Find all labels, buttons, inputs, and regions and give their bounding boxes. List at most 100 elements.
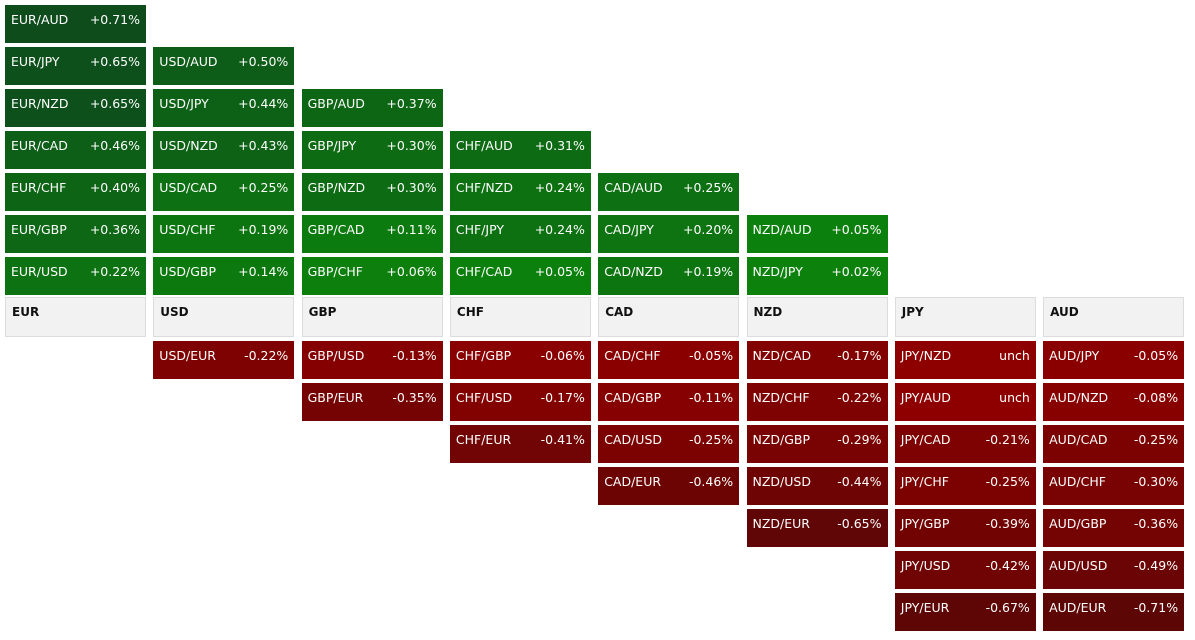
pair-label: EUR/CHF	[11, 180, 67, 195]
pair-label: USD/JPY	[159, 96, 209, 111]
pair-label: CAD/GBP	[604, 390, 662, 405]
currency-label: EUR	[12, 305, 40, 319]
change-label: +0.44%	[238, 96, 289, 111]
pair-label: JPY/USD	[900, 558, 951, 573]
pair-label: NZD/CHF	[752, 390, 810, 405]
gain-cell: GBP/CAD +0.11%	[301, 215, 443, 253]
loss-cell: AUD/GBP -0.36%	[1043, 509, 1185, 547]
gain-cell: USD/CAD +0.25%	[153, 173, 295, 211]
pair-label: CAD/NZD	[604, 264, 663, 279]
loss-cell: AUD/USD -0.49%	[1043, 551, 1185, 589]
change-label: -0.25%	[688, 432, 734, 447]
pair-label: AUD/GBP	[1049, 516, 1107, 531]
change-label: -0.05%	[688, 348, 734, 363]
currency-label: USD	[160, 305, 189, 319]
pair-label: AUD/CAD	[1049, 432, 1108, 447]
loss-cell: AUD/CAD -0.25%	[1043, 425, 1185, 463]
change-label: -0.13%	[392, 348, 437, 363]
pair-label: CAD/USD	[604, 432, 663, 447]
change-label: +0.22%	[89, 264, 140, 279]
pair-label: EUR/CAD	[11, 138, 68, 153]
change-label: -0.35%	[392, 390, 437, 405]
loss-cell: CAD/CHF -0.05%	[598, 341, 740, 379]
pair-label: JPY/EUR	[900, 600, 950, 615]
loss-cell: JPY/NZD unch	[894, 341, 1036, 379]
change-label: +0.20%	[683, 222, 734, 237]
change-label: +0.05%	[534, 264, 585, 279]
pair-label: CHF/NZD	[455, 180, 513, 195]
loss-cell: JPY/CHF -0.25%	[894, 467, 1036, 505]
pair-label: NZD/AUD	[752, 222, 812, 237]
change-label: -0.44%	[837, 474, 882, 489]
pair-label: CAD/EUR	[604, 474, 662, 489]
gain-cell: CHF/CAD +0.05%	[449, 257, 591, 295]
change-label: +0.40%	[89, 180, 140, 195]
pair-label: GBP/USD	[307, 348, 365, 363]
pair-label: GBP/JPY	[307, 138, 357, 153]
change-label: -0.39%	[985, 516, 1030, 531]
pair-label: NZD/JPY	[752, 264, 803, 279]
pair-label: AUD/EUR	[1049, 600, 1107, 615]
gain-cell: NZD/AUD +0.05%	[746, 215, 888, 253]
change-label: +0.65%	[89, 54, 140, 69]
gain-cell: EUR/CHF +0.40%	[5, 173, 146, 211]
change-label: +0.30%	[386, 138, 437, 153]
pair-label: CHF/GBP	[455, 348, 512, 363]
pair-label: JPY/CAD	[900, 432, 951, 447]
loss-cell: USD/EUR -0.22%	[153, 341, 295, 379]
change-label: +0.14%	[238, 264, 289, 279]
change-label: -0.22%	[837, 390, 882, 405]
loss-cell: CAD/EUR -0.46%	[598, 467, 740, 505]
pair-label: GBP/NZD	[307, 180, 366, 195]
currency-header: CAD	[598, 297, 740, 337]
change-label: -0.11%	[688, 390, 734, 405]
change-label: -0.29%	[837, 432, 882, 447]
pair-label: NZD/CAD	[752, 348, 812, 363]
currency-label: CHF	[456, 305, 484, 319]
pair-label: AUD/USD	[1049, 558, 1108, 573]
gain-cell: EUR/GBP +0.36%	[5, 215, 146, 253]
change-label: -0.41%	[540, 432, 585, 447]
change-label: -0.42%	[985, 558, 1030, 573]
loss-cell: JPY/CAD -0.21%	[894, 425, 1036, 463]
loss-cell: NZD/CAD -0.17%	[746, 341, 888, 379]
change-label: -0.06%	[540, 348, 585, 363]
gain-cell: CAD/JPY +0.20%	[598, 215, 740, 253]
loss-cell: CAD/GBP -0.11%	[598, 383, 740, 421]
change-label: -0.08%	[1133, 390, 1179, 405]
loss-cell: JPY/EUR -0.67%	[894, 593, 1036, 631]
loss-cell: GBP/USD -0.13%	[301, 341, 443, 379]
pair-label: CAD/JPY	[604, 222, 654, 237]
change-label: +0.05%	[831, 222, 882, 237]
gain-cell: GBP/JPY +0.30%	[301, 131, 443, 169]
currency-label: JPY	[901, 305, 924, 319]
loss-cell: AUD/NZD -0.08%	[1043, 383, 1185, 421]
change-label: +0.11%	[386, 222, 437, 237]
pair-label: CHF/JPY	[455, 222, 505, 237]
change-label: +0.02%	[831, 264, 882, 279]
loss-cell: CAD/USD -0.25%	[598, 425, 740, 463]
pair-label: EUR/USD	[11, 264, 68, 279]
pair-label: JPY/GBP	[900, 516, 950, 531]
loss-cell: CHF/EUR -0.41%	[449, 425, 591, 463]
change-label: +0.71%	[89, 12, 140, 27]
currency-header: GBP	[301, 297, 443, 337]
pair-label: JPY/CHF	[900, 474, 949, 489]
currency-header: AUD	[1043, 297, 1185, 337]
pair-label: AUD/JPY	[1049, 348, 1100, 363]
gain-cell: GBP/CHF +0.06%	[301, 257, 443, 295]
gain-cell: GBP/NZD +0.30%	[301, 173, 443, 211]
pair-label: CHF/AUD	[455, 138, 513, 153]
change-label: +0.25%	[238, 180, 289, 195]
pair-label: AUD/NZD	[1049, 390, 1109, 405]
gain-cell: EUR/CAD +0.46%	[5, 131, 146, 169]
gain-cell: EUR/AUD +0.71%	[5, 5, 146, 43]
pair-label: EUR/NZD	[11, 96, 69, 111]
pair-label: EUR/JPY	[11, 54, 60, 69]
gain-cell: USD/CHF +0.19%	[153, 215, 295, 253]
change-label: +0.65%	[89, 96, 140, 111]
pair-label: USD/NZD	[159, 138, 218, 153]
currency-label: GBP	[308, 305, 337, 319]
loss-cell: CHF/GBP -0.06%	[449, 341, 591, 379]
change-label: unch	[999, 348, 1030, 363]
